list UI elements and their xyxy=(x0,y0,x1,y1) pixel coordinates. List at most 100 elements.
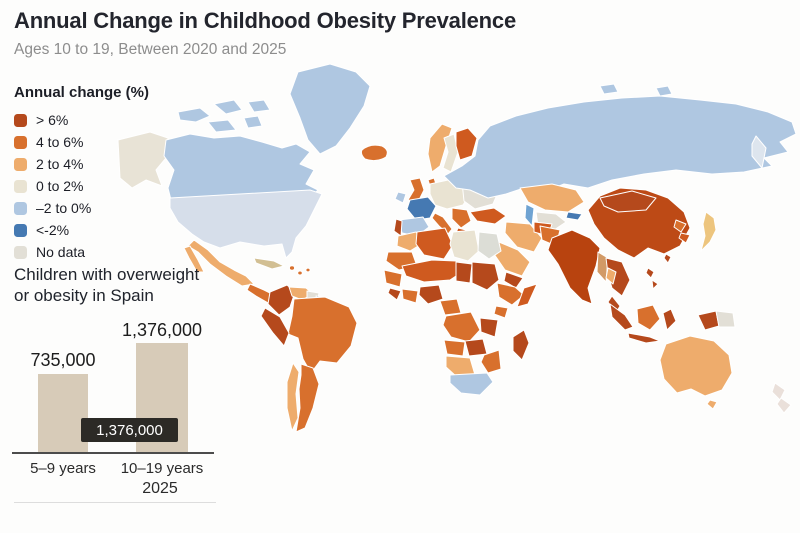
map-region-turkey[interactable] xyxy=(469,207,507,225)
bar-5-9-years[interactable] xyxy=(38,374,88,452)
map-region-senegal-guinea[interactable] xyxy=(383,269,403,288)
map-region-south-korea[interactable] xyxy=(678,232,691,244)
map-region-drc[interactable] xyxy=(442,311,481,343)
map-region-kamchatka[interactable] xyxy=(751,135,767,169)
map-region-tanzania[interactable] xyxy=(479,317,499,338)
legend-label: 2 to 4% xyxy=(36,156,84,172)
map-region-sulawesi[interactable] xyxy=(662,308,677,331)
map-region-russia[interactable] xyxy=(443,95,797,199)
map-region-caspian-sea[interactable] xyxy=(524,203,535,227)
map-region-madagascar[interactable] xyxy=(512,329,530,361)
map-region-mexico[interactable] xyxy=(183,245,205,273)
map-region-sudan[interactable] xyxy=(471,261,500,291)
legend-swatch-nodata-icon xyxy=(14,245,27,259)
map-region-alaska[interactable] xyxy=(117,131,169,189)
map-region-nigeria[interactable] xyxy=(418,284,444,305)
map-region-norway[interactable] xyxy=(427,123,453,173)
map-region-peru[interactable] xyxy=(260,307,290,347)
map-region-arctic-islands[interactable] xyxy=(213,99,243,115)
map-region-kenya[interactable] xyxy=(493,305,509,319)
map-region-colombia[interactable] xyxy=(267,284,296,316)
map-region-java[interactable] xyxy=(627,332,661,344)
map-region-angola[interactable] xyxy=(443,339,466,357)
map-region-france[interactable] xyxy=(406,196,437,221)
bar-value-5-9: 735,000 xyxy=(30,350,96,370)
map-region-borneo[interactable] xyxy=(636,304,661,331)
legend-item: No data xyxy=(14,241,164,263)
legend-item: –2 to 0% xyxy=(14,197,164,219)
legend-label: No data xyxy=(36,244,86,260)
map-region-arctic-islands[interactable] xyxy=(207,119,237,133)
chart-title-line1: Children with overweight xyxy=(14,265,200,284)
map-region-argentina[interactable] xyxy=(295,363,320,433)
map-region-sierra-leone-liberia[interactable] xyxy=(387,287,402,301)
map-region-kyrgyzstan[interactable] xyxy=(565,211,583,221)
map-region-cameroon-central[interactable] xyxy=(439,298,462,316)
chart-title-line2: or obesity in Spain xyxy=(14,286,154,306)
map-region-finland[interactable] xyxy=(455,127,478,161)
map-region-ireland[interactable] xyxy=(394,191,407,204)
legend-item: 0 to 2% xyxy=(14,175,164,197)
bar-tooltip: 1,376,000 xyxy=(81,418,178,442)
map-region-japan[interactable] xyxy=(700,211,717,252)
map-region-arctic-islands[interactable] xyxy=(243,115,263,129)
legend-item: 2 to 4% xyxy=(14,153,164,175)
map-region-myanmar[interactable] xyxy=(596,251,609,283)
map-region-iceland[interactable] xyxy=(360,144,388,162)
x-tick-5-9-years: 5–9 years xyxy=(30,460,96,477)
map-region-australia[interactable] xyxy=(659,335,733,397)
chart-title: Children with overweight or obesity in S… xyxy=(14,264,236,307)
legend-label: > 6% xyxy=(36,112,69,128)
page-title: Annual Change in Childhood Obesity Preva… xyxy=(14,8,516,33)
map-region-greenland[interactable] xyxy=(289,63,371,155)
map-region-egypt[interactable] xyxy=(477,231,502,260)
map-region-india[interactable] xyxy=(547,229,601,305)
map-region-mexico[interactable] xyxy=(187,239,255,287)
map-region-zambia[interactable] xyxy=(464,338,488,357)
legend-label: 0 to 2% xyxy=(36,178,84,194)
map-region-iran[interactable] xyxy=(504,221,543,253)
x-tick-10-19-years: 10–19 years xyxy=(120,460,204,477)
map-region-new-zealand[interactable] xyxy=(776,397,792,414)
map-region-chad[interactable] xyxy=(455,261,473,284)
bar-value-10-19: 1,376,000 xyxy=(121,320,203,340)
map-region-algeria[interactable] xyxy=(415,227,454,260)
map-region-south-africa[interactable] xyxy=(449,372,494,396)
map-region-arctic-islands[interactable] xyxy=(177,107,211,123)
map-region-balkans[interactable] xyxy=(451,207,472,229)
map-region-caribbean[interactable] xyxy=(297,270,303,276)
map-region-russia[interactable] xyxy=(655,85,673,97)
map-region-somalia[interactable] xyxy=(516,283,538,308)
map-region-new-guinea-east[interactable] xyxy=(715,310,736,328)
map-region-mongolia[interactable] xyxy=(599,190,657,213)
map-region-mozambique-zimbabwe[interactable] xyxy=(480,349,502,374)
map-region-brazil[interactable] xyxy=(287,296,358,374)
map-region-usa[interactable] xyxy=(169,189,323,259)
map-region-arctic-islands[interactable] xyxy=(247,99,271,113)
map-region-new-guinea-west[interactable] xyxy=(697,310,720,331)
map-region-thailand[interactable] xyxy=(605,267,617,285)
map-region-philippines[interactable] xyxy=(645,267,655,279)
map-region-chile[interactable] xyxy=(286,362,300,432)
legend-title: Annual change (%) xyxy=(14,84,150,101)
map-region-sumatra[interactable] xyxy=(609,303,634,331)
map-region-ethiopia[interactable] xyxy=(496,282,525,306)
map-region-new-zealand[interactable] xyxy=(771,382,786,401)
map-region-philippines[interactable] xyxy=(651,279,659,290)
legend-label: <-2% xyxy=(36,222,70,238)
map-region-caribbean[interactable] xyxy=(305,267,311,273)
map-region-cuba[interactable] xyxy=(253,257,285,270)
map-region-libya[interactable] xyxy=(449,229,480,262)
x-axis-line xyxy=(12,452,214,454)
map-region-russia[interactable] xyxy=(599,83,619,95)
map-region-kazakhstan[interactable] xyxy=(519,183,585,213)
map-region-ivory-ghana[interactable] xyxy=(401,288,419,304)
legend-swatch-4to6-icon xyxy=(14,135,27,149)
legend-swatch-neg2to0-icon xyxy=(14,201,27,215)
map-region-tasmania[interactable] xyxy=(706,399,718,410)
map-region-north-korea[interactable] xyxy=(673,219,687,233)
map-region-taiwan[interactable] xyxy=(663,253,672,264)
map-region-portugal[interactable] xyxy=(393,218,403,237)
map-region-caribbean[interactable] xyxy=(288,265,296,271)
